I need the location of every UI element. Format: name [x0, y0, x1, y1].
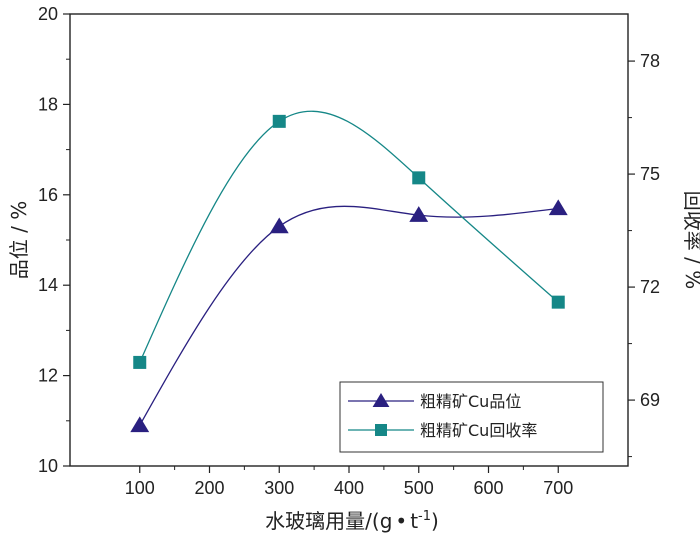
series-line-grade — [139, 205, 559, 426]
legend-label-grade: 粗精矿Cu品位 — [420, 392, 521, 411]
x-tick-label: 300 — [264, 478, 294, 498]
y-left-tick-label: 10 — [38, 456, 58, 476]
y-right-tick-label: 72 — [640, 277, 660, 297]
series-line-recovery — [139, 110, 559, 363]
y-right-tick-label: 69 — [640, 390, 660, 410]
data-point-triangle — [548, 199, 568, 216]
x-tick-label: 400 — [334, 478, 364, 498]
legend-box — [339, 381, 604, 453]
x-tick-label: 600 — [473, 478, 503, 498]
data-point-triangle — [409, 206, 429, 222]
data-point-square — [272, 114, 286, 128]
y-right-tick-label: 75 — [640, 164, 660, 184]
legend: 粗精矿Cu品位 粗精矿Cu回收率 — [339, 381, 604, 453]
y-left-tick-label: 20 — [38, 4, 58, 24]
data-point-square — [551, 295, 565, 309]
legend-label-recovery: 粗精矿Cu回收率 — [420, 421, 537, 440]
y-axis-right-title: 回收率 / % — [681, 191, 700, 289]
y-right-tick-label: 78 — [640, 51, 660, 71]
y-left-tick-label: 12 — [38, 366, 58, 386]
x-tick-label: 100 — [125, 478, 155, 498]
data-point-triangle — [130, 416, 150, 433]
data-point-triangle — [269, 217, 289, 234]
x-tick-label: 700 — [543, 478, 573, 498]
x-tick-label: 500 — [404, 478, 434, 498]
y-left-tick-label: 16 — [38, 185, 58, 205]
legend-marker-square — [375, 424, 387, 436]
y-left-tick-label: 18 — [38, 94, 58, 114]
y-left-tick-label: 14 — [38, 275, 58, 295]
y-axis-left-title: 品位 / % — [7, 201, 31, 279]
data-point-square — [133, 355, 147, 369]
x-tick-label: 200 — [194, 478, 224, 498]
x-axis-title: 水玻璃用量/(g • t-1) — [265, 509, 439, 533]
legend-marker-triangle — [372, 393, 390, 407]
data-point-square — [412, 171, 426, 185]
x-axis-title-dot: • — [395, 509, 407, 533]
